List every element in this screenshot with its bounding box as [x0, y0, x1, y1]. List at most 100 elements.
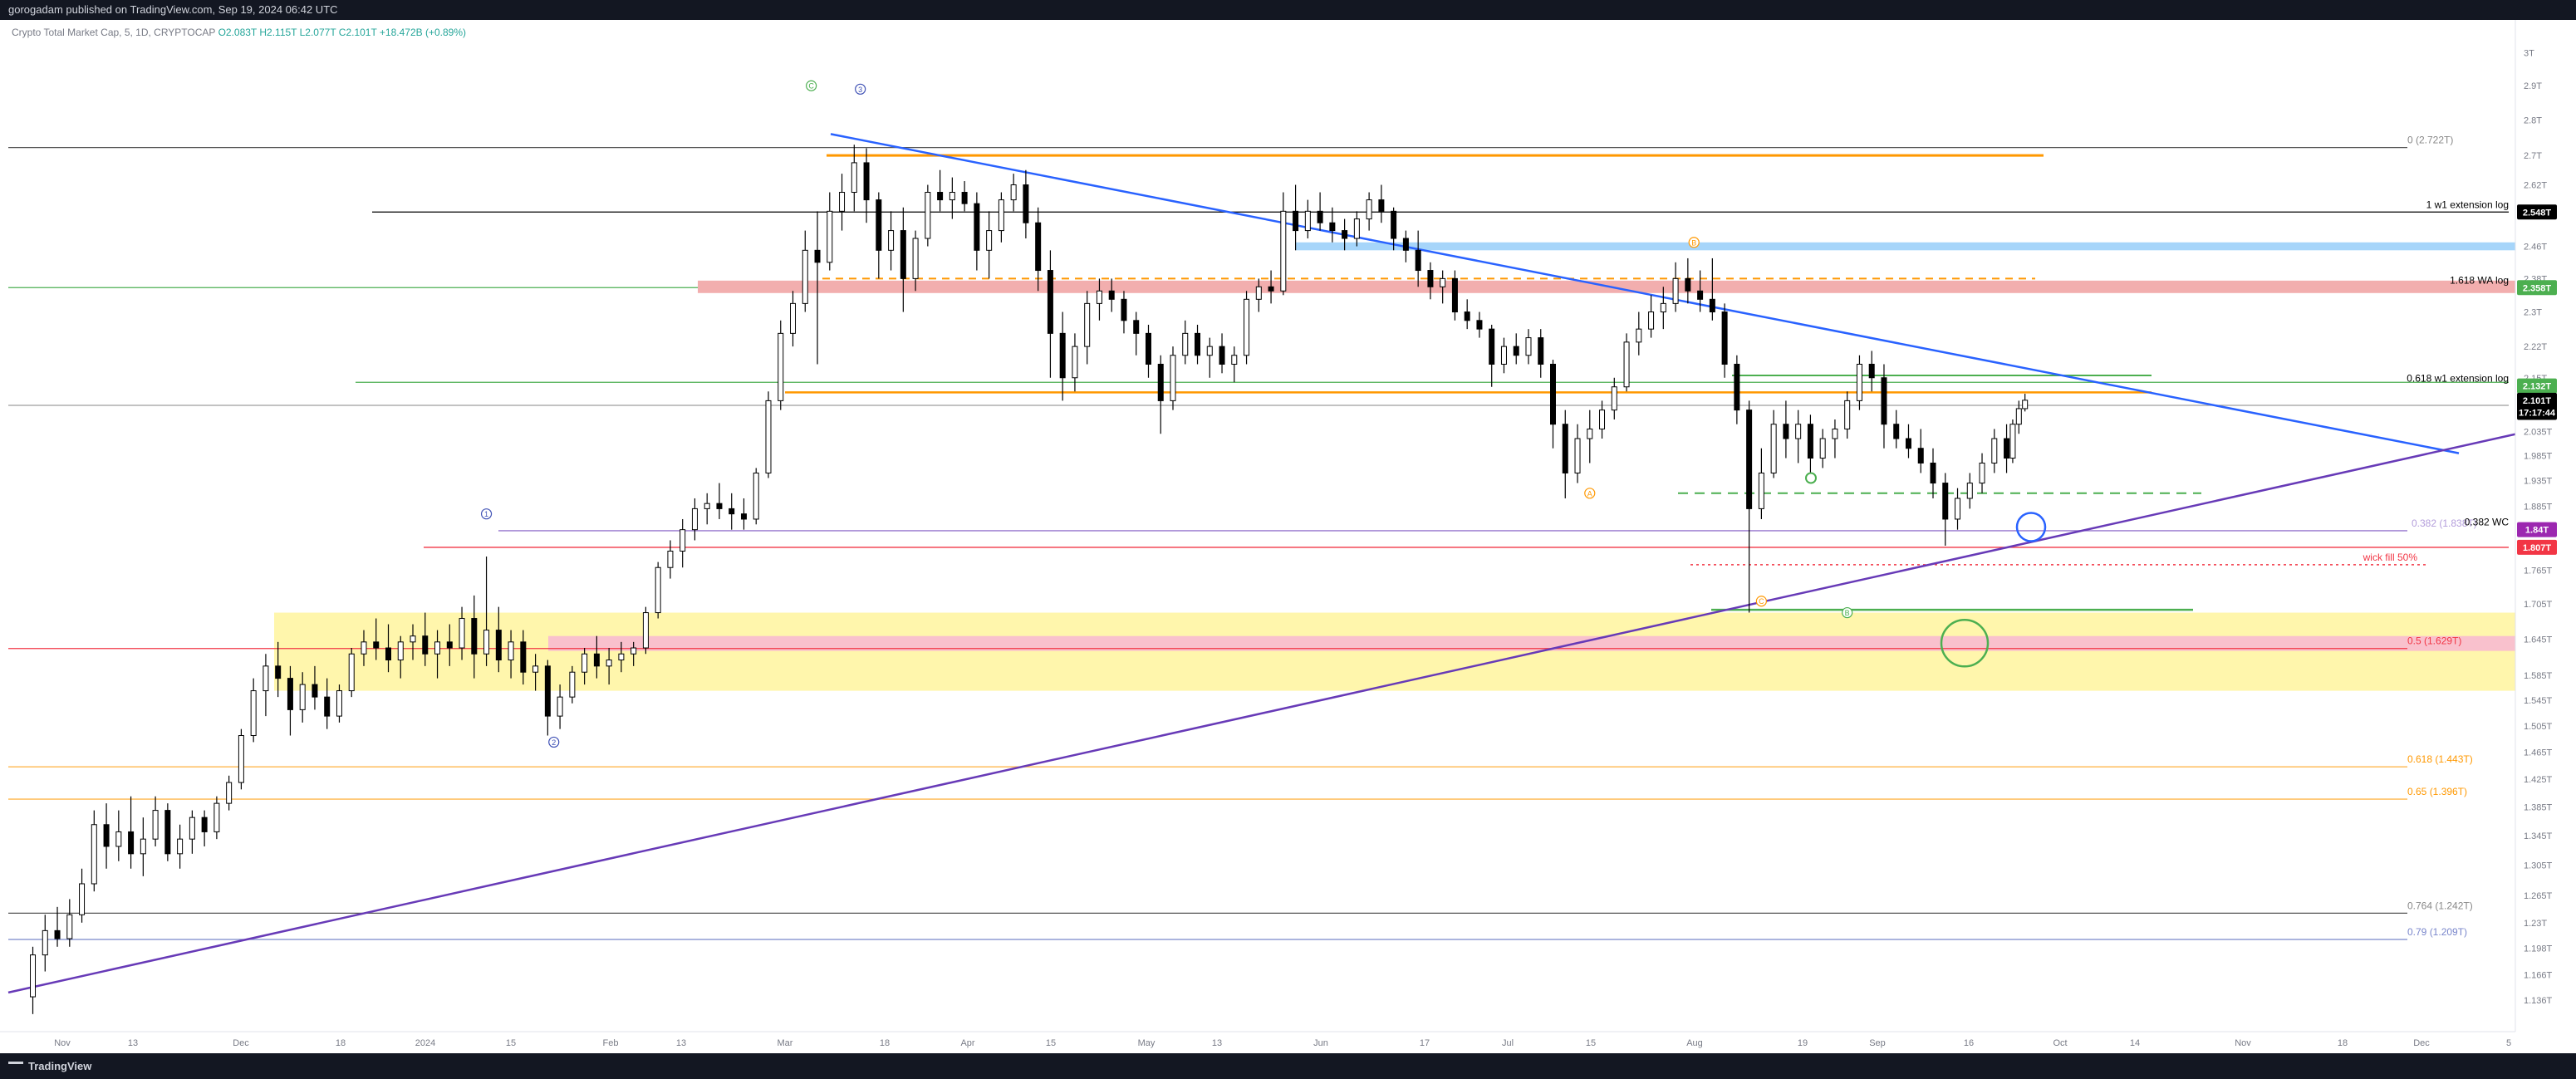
candle-body[interactable]: [642, 612, 649, 649]
chart-svg[interactable]: C 3 1 2 B A C B 0 (2.722T) 1 w1 extension log 1.61…: [0, 20, 2576, 1053]
candle-body[interactable]: [1010, 184, 1017, 201]
candle-body[interactable]: [30, 954, 37, 998]
candle-body[interactable]: [1550, 363, 1557, 425]
candle-body[interactable]: [753, 472, 759, 520]
candle-body[interactable]: [324, 696, 331, 717]
candle-body[interactable]: [1942, 483, 1949, 520]
candle-body[interactable]: [1317, 210, 1323, 223]
candle-body[interactable]: [508, 641, 514, 661]
candle-body[interactable]: [1440, 277, 1446, 287]
candle-body[interactable]: [2004, 438, 2010, 459]
candle-body[interactable]: [79, 883, 86, 915]
candle-body[interactable]: [1023, 184, 1029, 223]
candle-body[interactable]: [1108, 290, 1115, 300]
candle-body[interactable]: [839, 192, 846, 212]
candle-body[interactable]: [238, 735, 244, 783]
candle-body[interactable]: [152, 810, 159, 840]
candle-body[interactable]: [226, 782, 233, 804]
candle-body[interactable]: [1219, 346, 1225, 365]
candle-body[interactable]: [1329, 222, 1336, 232]
candle-body[interactable]: [765, 400, 772, 473]
candle-body[interactable]: [618, 653, 625, 661]
candle-body[interactable]: [790, 302, 797, 334]
candle-body[interactable]: [373, 641, 380, 649]
candle-body[interactable]: [201, 817, 208, 832]
candle-body[interactable]: [1059, 332, 1066, 379]
candle-body[interactable]: [1293, 210, 1299, 232]
candle-body[interactable]: [1844, 400, 1851, 429]
candle-body[interactable]: [888, 230, 895, 251]
candle-body[interactable]: [1881, 377, 1887, 425]
candle-body[interactable]: [1648, 311, 1655, 330]
candle-body[interactable]: [1709, 298, 1715, 313]
candle-body[interactable]: [250, 690, 257, 737]
candle-body[interactable]: [544, 665, 551, 717]
candle-body[interactable]: [1342, 230, 1348, 239]
candle-body[interactable]: [1807, 424, 1813, 459]
candle-body[interactable]: [361, 641, 367, 655]
candle-body[interactable]: [1832, 428, 1838, 439]
candle-body[interactable]: [1905, 438, 1911, 449]
chart-area[interactable]: C 3 1 2 B A C B 0 (2.722T) 1 w1 extension log 1.61…: [0, 20, 2576, 1053]
candle-body[interactable]: [1195, 332, 1201, 356]
candle-body[interactable]: [1255, 286, 1262, 300]
candle-body[interactable]: [1035, 222, 1042, 272]
candle-body[interactable]: [1157, 363, 1164, 401]
candle-body[interactable]: [655, 566, 661, 614]
candle-body[interactable]: [606, 660, 612, 667]
candle-body[interactable]: [557, 696, 563, 717]
candle-body[interactable]: [213, 802, 220, 832]
candle-body[interactable]: [312, 684, 318, 698]
candle-body[interactable]: [912, 238, 919, 279]
candle-body[interactable]: [66, 914, 73, 939]
candle-body[interactable]: [802, 249, 808, 304]
candle-body[interactable]: [1574, 438, 1581, 473]
candle-body[interactable]: [716, 503, 723, 509]
candle-body[interactable]: [1562, 424, 1568, 473]
candle-body[interactable]: [1538, 337, 1544, 365]
candle-body[interactable]: [1366, 199, 1372, 220]
candle-body[interactable]: [287, 678, 293, 710]
candle-body[interactable]: [851, 162, 857, 194]
candle-body[interactable]: [1685, 277, 1691, 292]
candle-body[interactable]: [1636, 328, 1642, 343]
candle-body[interactable]: [1660, 302, 1666, 313]
candle-body[interactable]: [1672, 277, 1679, 304]
candle-body[interactable]: [2009, 424, 2016, 459]
candle-body[interactable]: [581, 653, 588, 673]
candle-body[interactable]: [128, 831, 135, 855]
candle-body[interactable]: [336, 690, 342, 717]
candle-body[interactable]: [1145, 332, 1151, 365]
candle-body[interactable]: [410, 635, 416, 643]
candle-body[interactable]: [1513, 346, 1519, 356]
candle-body[interactable]: [1917, 448, 1924, 463]
tradingview-logo[interactable]: TradingView: [8, 1053, 91, 1079]
candle-body[interactable]: [998, 199, 1004, 232]
candle-body[interactable]: [1697, 290, 1704, 300]
candle-body[interactable]: [1721, 311, 1728, 365]
candle-body[interactable]: [397, 641, 404, 661]
candle-body[interactable]: [1587, 428, 1593, 439]
candle-body[interactable]: [667, 550, 674, 568]
candle-body[interactable]: [1623, 341, 1630, 388]
candle-body[interactable]: [1758, 472, 1764, 509]
candle-body[interactable]: [42, 929, 48, 956]
candle-body[interactable]: [446, 641, 453, 649]
candle-body[interactable]: [471, 618, 478, 655]
candle-body[interactable]: [54, 929, 61, 939]
candle-body[interactable]: [778, 332, 784, 401]
candle-body[interactable]: [1464, 311, 1470, 321]
candle-body[interactable]: [569, 671, 576, 698]
candle-body[interactable]: [1868, 363, 1875, 379]
candle-body[interactable]: [1047, 270, 1053, 334]
candle-body[interactable]: [1500, 346, 1507, 365]
candle-body[interactable]: [422, 635, 429, 655]
candle-body[interactable]: [1280, 210, 1287, 292]
candle-body[interactable]: [1451, 277, 1458, 313]
candle-body[interactable]: [925, 192, 931, 239]
candle-body[interactable]: [1121, 298, 1127, 321]
symbol-name[interactable]: Crypto Total Market Cap, 5, 1D, CRYPTOCA…: [12, 27, 216, 38]
candle-body[interactable]: [937, 192, 944, 201]
candle-body[interactable]: [434, 641, 441, 655]
candle-body[interactable]: [520, 641, 527, 673]
